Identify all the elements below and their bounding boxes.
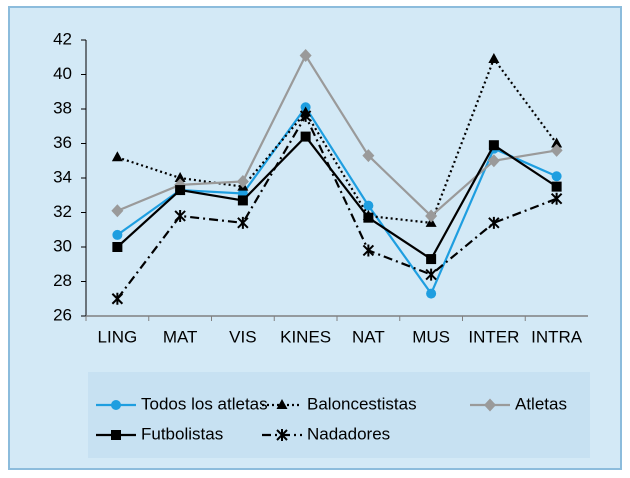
point (363, 200, 374, 211)
point (551, 181, 562, 192)
series-line (116, 113, 558, 300)
x-tick-label: INTER (468, 327, 519, 346)
legend-label: Atletas (515, 394, 567, 413)
y-tick-label: 38 (53, 98, 72, 117)
point (488, 140, 499, 151)
y-tick-label: 30 (53, 236, 72, 255)
y-tick-label: 34 (53, 167, 72, 186)
point (550, 192, 563, 205)
point (276, 399, 288, 409)
series-line (116, 134, 558, 261)
legend-box (88, 372, 590, 458)
point (488, 216, 500, 229)
x-tick-label: MUS (412, 327, 450, 346)
point (299, 109, 312, 122)
legend-label: Baloncestistas (307, 394, 417, 413)
point (426, 288, 437, 299)
legend-label: Todos los atletas (141, 394, 268, 413)
y-tick-label: 28 (53, 271, 72, 290)
point (174, 209, 186, 222)
y-tick-label: 40 (53, 64, 72, 83)
y-tick-label: 26 (53, 305, 72, 324)
point (363, 212, 374, 223)
legend-label: Futbolistas (141, 424, 223, 443)
point (300, 131, 311, 142)
legend-marker (111, 400, 121, 410)
legend-label: Nadadores (307, 424, 390, 443)
x-tick-label: MAT (163, 327, 198, 346)
point (111, 430, 121, 440)
legend-marker (276, 429, 288, 441)
point (237, 216, 249, 229)
x-tick-label: KINES (280, 327, 331, 346)
series-line (117, 56, 558, 225)
series-line (116, 53, 557, 218)
point (551, 137, 563, 148)
legend-marker (276, 399, 288, 409)
point (112, 242, 123, 252)
point (276, 429, 288, 441)
point (362, 149, 375, 163)
x-tick-label: VIS (229, 327, 256, 346)
series-line (116, 105, 558, 296)
legend-marker (111, 430, 121, 440)
x-tick-label: INTRA (531, 327, 583, 346)
point (426, 254, 437, 265)
point (237, 195, 248, 206)
point (425, 209, 438, 223)
point (425, 268, 437, 281)
point (299, 49, 312, 63)
x-tick-label: NAT (352, 327, 385, 346)
point (111, 292, 124, 305)
y-tick-label: 36 (53, 133, 72, 152)
point (174, 172, 186, 182)
legend-marker (484, 398, 496, 412)
point (487, 154, 500, 168)
point (551, 171, 562, 182)
y-tick-label: 32 (53, 202, 72, 221)
point (111, 400, 121, 410)
point (484, 398, 496, 412)
point (112, 229, 123, 240)
point (550, 143, 563, 157)
y-tick-label: 42 (53, 29, 72, 48)
point (362, 244, 375, 257)
point (236, 174, 249, 188)
point (111, 204, 124, 218)
x-tick-label: LING (98, 327, 138, 346)
point (175, 185, 186, 196)
point (488, 52, 500, 63)
point (111, 151, 123, 162)
